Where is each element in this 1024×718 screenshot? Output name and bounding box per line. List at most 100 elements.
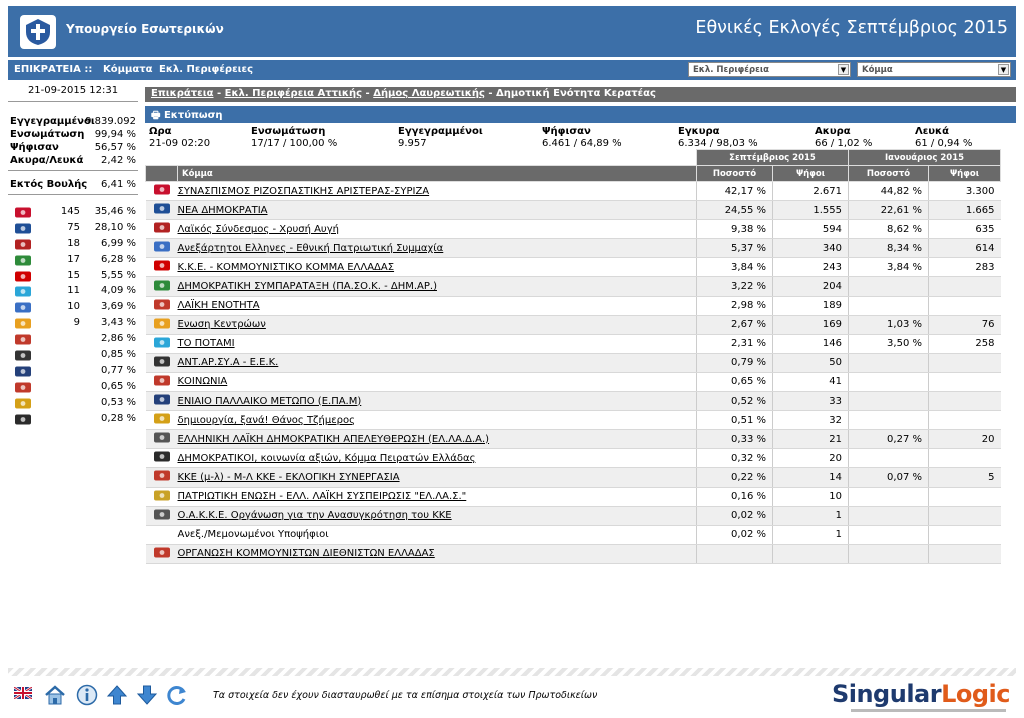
left-party-row[interactable]: 145 35,46 % [8, 205, 138, 221]
party-pct: 0,85 % [101, 349, 136, 361]
elas-logo-icon [153, 490, 170, 501]
nav-territory-link[interactable]: ΕΠΙΚΡΑΤΕΙΑ :: [14, 64, 93, 75]
party-logo-cell [145, 467, 178, 488]
party-name-link[interactable]: ΚΟΙΝΩΝΙΑ [177, 376, 228, 388]
party-pct: 6,28 % [101, 253, 136, 265]
table-row: ΝΕΑ ΔΗΜΟΚΡΑΤΙΑ 24,55 % 1.555 22,61 % 1.665 [145, 200, 1001, 221]
oakke-logo-icon [153, 509, 170, 520]
election-title: Εθνικές Εκλογές Σεπτέμβριος 2015 [695, 18, 1008, 38]
table-row: ΕΝΙΑΙΟ ΠΑΛΛΑΙΚΟ ΜΕΤΩΠΟ (Ε.ΠΑ.Μ) 0,52 % 33 [145, 391, 1001, 412]
jan-pct-cell [848, 276, 929, 297]
party-name-cell: ΠΑΤΡΙΩΤΙΚΗ ΕΝΩΣΗ - ΕΛΛ. ΛΑΪΚΗ ΣΥΣΠΕΙΡΩΣΙ… [177, 487, 697, 507]
header-votes: Ψήφοι [772, 165, 849, 182]
party-name-link[interactable]: ΑΝΤ.ΑΡ.ΣΥ.Α - Ε.Ε.Κ. [177, 357, 279, 369]
breadcrumb-lavreotiki-link[interactable]: Δήμος Λαυρεωτικής [373, 88, 485, 99]
party-name-cell: ΔΗΜΟΚΡΑΤΙΚΟΙ, κοινωνία αξιών, Κόμμα Πειρ… [177, 448, 697, 469]
left-party-row[interactable]: 2,86 % [8, 332, 138, 348]
party-logo-cell [145, 544, 178, 564]
sep-votes-cell: 10 [772, 487, 849, 507]
party-name-link[interactable]: Λαϊκός Σύνδεσμος - Χρυσή Αυγή [177, 223, 339, 235]
pasok-logo-icon [153, 280, 170, 291]
epam-logo-icon [15, 366, 31, 377]
party-name-link[interactable]: ΣΥΝΑΣΠΙΣΜΟΣ ΡΙΖΟΣΠΑΣΤΙΚΗΣ ΑΡΙΣΤΕΡΑΣ-ΣΥΡΙ… [177, 185, 430, 197]
refresh-icon[interactable] [166, 684, 188, 706]
sep-votes-cell [772, 544, 849, 564]
koinonia-logo-icon [12, 381, 34, 394]
sep-votes-cell: 1 [772, 506, 849, 526]
left-party-row[interactable]: 75 28,10 % [8, 221, 138, 237]
party-logo-cell [145, 219, 178, 240]
left-party-row[interactable]: 9 3,43 % [8, 316, 138, 332]
party-logo-cell [145, 181, 178, 202]
arrow-down-icon[interactable] [136, 684, 158, 706]
table-row: Κ.Κ.Ε. - ΚΟΜΜΟΥΝΙΣΤΙΚΟ ΚΟΜΜΑ ΕΛΛΑΔΑΣ 3,84… [145, 257, 1001, 278]
party-logo-cell [145, 238, 178, 259]
party-pct: 28,10 % [94, 221, 136, 233]
party-name-link[interactable]: ΕΛΛΗΝΙΚΗ ΛΑΪΚΗ ΔΗΜΟΚΡΑΤΙΚΗ ΑΠΕΛΕΥΘΕΡΩΣΗ … [177, 433, 490, 445]
anel-logo-icon [12, 301, 34, 314]
print-bar: 🖶 Εκτύπωση [145, 106, 1016, 123]
sep-pct-cell: 0,33 % [696, 429, 773, 450]
uk-flag-icon[interactable] [13, 685, 33, 701]
party-name-link[interactable]: ΛΑΪΚΗ ΕΝΟΤΗΤΑ [177, 300, 260, 312]
info-icon[interactable] [76, 684, 98, 706]
region-select[interactable]: Εκλ. Περιφέρεια ▼ [688, 62, 851, 77]
party-name-link[interactable]: Ανεξάρτητοι Ελληνες - Εθνική Πατριωτική … [177, 242, 444, 254]
summary-invalid-header: Ακυρα [815, 126, 851, 137]
party-name-link[interactable]: ΕΝΙΑΙΟ ΠΑΛΛΑΙΚΟ ΜΕΤΩΠΟ (Ε.ΠΑ.Μ) [177, 395, 362, 407]
party-name-link[interactable]: ΤΟ ΠΟΤΑΜΙ [177, 338, 235, 350]
table-row: ΔΗΜΟΚΡΑΤΙΚΗ ΣΥΜΠΑΡΑΤΑΞΗ (ΠΑ.ΣΟ.Κ. - ΔΗΜ.… [145, 276, 1001, 297]
home-icon[interactable] [44, 684, 66, 706]
singularlogic-logo: SingularLogic [832, 680, 1011, 708]
party-name-link[interactable]: Ο.Α.Κ.Κ.Ε. Οργάνωση για την Ανασυγκρότησ… [177, 510, 452, 522]
nav-bar: ΕΠΙΚΡΑΤΕΙΑ :: Κόμματα Εκλ. Περιφέρειες Ε… [8, 60, 1016, 80]
print-icon[interactable]: 🖶 [151, 110, 161, 121]
left-party-row[interactable]: 0,53 % [8, 396, 138, 412]
left-party-row[interactable]: 15 5,55 % [8, 269, 138, 285]
party-logo-cell [145, 257, 178, 278]
arrow-up-icon[interactable] [106, 684, 128, 706]
jan-votes-cell [928, 525, 1001, 545]
party-name-link[interactable]: Κ.Κ.Ε. - ΚΟΜΜΟΥΝΙΣΤΙΚΟ ΚΟΜΜΑ ΕΛΛΑΔΑΣ [177, 261, 395, 273]
jan-pct-cell: 1,03 % [848, 315, 929, 335]
syriza-logo-icon [153, 184, 170, 195]
party-name-link[interactable]: ΟΡΓΑΝΩΣΗ ΚΟΜΜΟΥΝΙΣΤΩΝ ΔΙΕΘΝΙΣΤΩΝ ΕΛΛΑΔΑΣ [177, 548, 435, 560]
left-party-row[interactable]: 18 6,99 % [8, 237, 138, 253]
party-logo-cell [145, 296, 178, 316]
table-row: Ο.Α.Κ.Κ.Ε. Οργάνωση για την Ανασυγκρότησ… [145, 506, 1001, 526]
party-name-cell: ΚΚΕ (μ-λ) - Μ-Λ ΚΚΕ - ΕΚΛΟΓΙΚΗ ΣΥΝΕΡΓΑΣΙ… [177, 467, 697, 488]
party-name-link[interactable]: ΔΗΜΟΚΡΑΤΙΚΗ ΣΥΜΠΑΡΑΤΑΞΗ (ΠΑ.ΣΟ.Κ. - ΔΗΜ.… [177, 281, 437, 293]
left-party-row[interactable]: 0,77 % [8, 364, 138, 380]
party-name-link[interactable]: δημιουργία, ξανά! Θάνος Τζήμερος [177, 414, 355, 426]
table-row: ΟΡΓΑΝΩΣΗ ΚΟΜΜΟΥΝΙΣΤΩΝ ΔΙΕΘΝΙΣΤΩΝ ΕΛΛΑΔΑΣ [145, 544, 1001, 564]
party-name-link[interactable]: ΝΕΑ ΔΗΜΟΚΡΑΤΙΑ [177, 204, 268, 216]
breadcrumb-attica-link[interactable]: Εκλ. Περιφέρεια Αττικής [224, 88, 363, 99]
dimiourgia-logo-icon [153, 413, 170, 424]
party-name-link[interactable]: ΚΚΕ (μ-λ) - Μ-Λ ΚΚΕ - ΕΚΛΟΓΙΚΗ ΣΥΝΕΡΓΑΣΙ… [177, 471, 400, 483]
header-pct: Ποσοστό [696, 165, 773, 182]
party-name-cell: ΑΝΤ.ΑΡ.ΣΥ.Α - Ε.Ε.Κ. [177, 353, 697, 373]
table-row: ΠΑΤΡΙΩΤΙΚΗ ΕΝΩΣΗ - ΕΛΛ. ΛΑΪΚΗ ΣΥΣΠΕΙΡΩΣΙ… [145, 487, 1001, 507]
syriza-logo-icon [15, 207, 31, 218]
voted-value: 56,57 % [94, 142, 136, 153]
summary-valid-header: Εγκυρα [678, 126, 720, 137]
left-party-row[interactable]: 0,85 % [8, 348, 138, 364]
print-link[interactable]: Εκτύπωση [163, 110, 223, 121]
left-party-row[interactable]: 10 3,69 % [8, 300, 138, 316]
nav-parties-link[interactable]: Κόμματα [103, 64, 153, 75]
breadcrumb-territory-link[interactable]: Επικράτεια [151, 88, 214, 99]
party-name-link[interactable]: Ενωση Κεντρώων [177, 319, 266, 331]
party-name-cell: ΛΑΪΚΗ ΕΝΟΤΗΤΑ [177, 296, 697, 316]
left-party-row[interactable]: 0,65 % [8, 380, 138, 396]
nav-regions-link[interactable]: Εκλ. Περιφέρειες [159, 64, 254, 75]
xa-logo-icon [12, 238, 34, 251]
party-select[interactable]: Κόμμα ▼ [857, 62, 1011, 77]
sep-pct-cell: 2,67 % [696, 315, 773, 335]
party-name-link[interactable]: ΔΗΜΟΚΡΑΤΙΚΟΙ, κοινωνία αξιών, Κόμμα Πειρ… [177, 452, 476, 464]
jan-votes-cell [928, 391, 1001, 412]
left-party-row[interactable]: 0,28 % [8, 412, 138, 428]
party-name-link[interactable]: ΠΑΤΡΙΩΤΙΚΗ ΕΝΩΣΗ - ΕΛΛ. ΛΑΪΚΗ ΣΥΣΠΕΙΡΩΣΙ… [177, 491, 467, 503]
left-party-row[interactable]: 11 4,09 % [8, 284, 138, 300]
left-party-row[interactable]: 17 6,28 % [8, 253, 138, 269]
party-logo-cell [145, 525, 178, 545]
